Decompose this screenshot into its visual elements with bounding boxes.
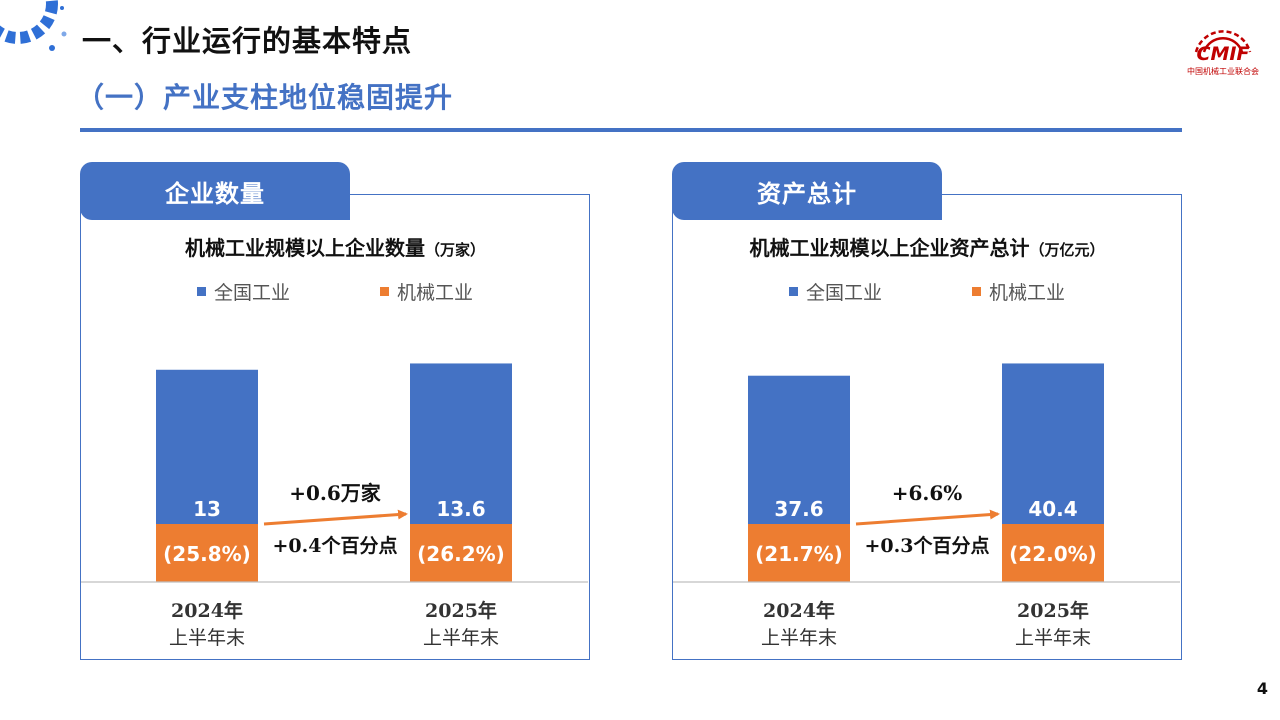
data-label-share-1: (22.0%)	[1009, 542, 1097, 566]
chart-title: 机械工业规模以上企业资产总计（万亿元）	[672, 232, 1182, 261]
data-label-value-1: 40.4	[1028, 497, 1077, 521]
page-title: 一、行业运行的基本特点	[82, 24, 413, 58]
x-tick-sublabel-1: 上半年末	[423, 627, 499, 649]
data-label-value-0: 37.6	[774, 497, 823, 521]
svg-text:CMIF: CMIF	[1197, 43, 1250, 65]
legend-label-national: 全国工业	[805, 282, 882, 304]
legend-label-machinery: 机械工业	[397, 282, 474, 304]
data-label-share-0: (25.8%)	[163, 542, 251, 566]
growth-annotation: +0.6万家	[289, 481, 382, 505]
bar-national-1	[410, 363, 512, 524]
chart-title-text: 机械工业规模以上企业数量	[184, 236, 425, 260]
bar-machinery-0	[156, 524, 258, 582]
x-tick-sublabel-0: 上半年末	[169, 627, 245, 649]
x-tick-sublabel-1: 上半年末	[1015, 627, 1091, 649]
legend-swatch-machinery	[972, 287, 981, 296]
chart-title-text: 机械工业规模以上企业资产总计	[749, 236, 1030, 260]
page-number: 4	[1256, 679, 1268, 698]
x-tick-label-0: 2024年	[171, 599, 243, 622]
legend-swatch-machinery	[380, 287, 389, 296]
legend-item-national: 全国工业	[196, 278, 290, 305]
x-tick-label-1: 2025年	[1017, 599, 1089, 622]
page-subtitle: （一）产业支柱地位稳固提升	[76, 81, 454, 114]
data-label-value-1: 13.6	[436, 497, 485, 521]
bar-national-1	[1002, 363, 1104, 524]
bar-machinery-0	[748, 524, 850, 582]
chart-unit: （万亿元）	[1029, 241, 1105, 259]
share-change-annotation: +0.3个百分点	[865, 535, 990, 557]
growth-arrow	[855, 509, 1000, 526]
data-label-share-0: (21.7%)	[755, 542, 843, 566]
chart-legend: 全国工业 机械工业	[80, 278, 590, 305]
legend-item-national: 全国工业	[788, 278, 882, 305]
logo-caption: 中国机械工业联合会	[1187, 67, 1259, 76]
bar-machinery-1	[1002, 524, 1104, 582]
growth-arrow	[263, 509, 408, 526]
share-change-annotation: +0.4个百分点	[273, 535, 398, 557]
panel-tab: 企业数量	[80, 162, 350, 220]
chart-unit: （万家）	[424, 241, 485, 259]
legend-item-machinery: 机械工业	[380, 278, 473, 305]
x-tick-label-1: 2025年	[425, 599, 497, 622]
enterprise-count-panel: 企业数量 机械工业规模以上企业数量（万家） 全国工业 机械工业 13 (25.8%…	[80, 162, 590, 660]
legend-swatch-national	[788, 287, 798, 296]
chart-legend: 全国工业 机械工业	[672, 278, 1182, 305]
data-label-value-0: 13	[193, 497, 221, 521]
bar-national-0	[748, 375, 850, 524]
data-label-share-1: (26.2%)	[417, 542, 505, 566]
cmif-logo: CMIF	[1194, 30, 1252, 65]
legend-label-machinery: 机械工业	[989, 282, 1066, 304]
bar-national-0	[156, 369, 258, 524]
growth-annotation: +6.6%	[892, 481, 963, 505]
x-tick-sublabel-0: 上半年末	[761, 627, 837, 649]
legend-item-machinery: 机械工业	[972, 278, 1065, 305]
legend-label-national: 全国工业	[213, 282, 290, 304]
chart-title: 机械工业规模以上企业数量（万家）	[80, 232, 590, 261]
panel-tab: 资产总计	[672, 162, 942, 220]
bar-machinery-1	[410, 524, 512, 582]
total-assets-panel: 资产总计 机械工业规模以上企业资产总计（万亿元） 全国工业 机械工业 37.6 (…	[672, 162, 1182, 660]
gear-decoration-icon	[0, 0, 67, 51]
x-tick-label-0: 2024年	[763, 599, 835, 622]
legend-swatch-national	[196, 287, 206, 296]
title-divider	[80, 128, 1182, 132]
